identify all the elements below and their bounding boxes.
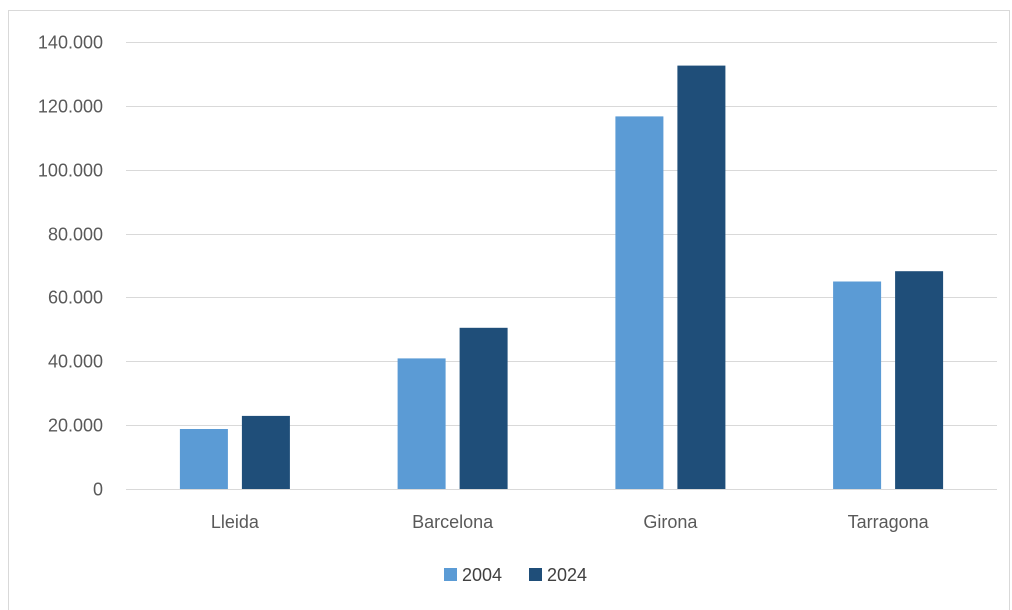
legend-label: 2004 xyxy=(462,565,502,585)
bar-girona-2024 xyxy=(677,65,726,489)
y-tick-label: 140.000 xyxy=(38,33,103,53)
bar-barcelona-2024 xyxy=(459,327,508,489)
y-axis-ticks: 0 20.000 40.000 60.000 80.000 100.000 120.000 1… xyxy=(38,33,103,500)
bar-lleida-2024 xyxy=(241,415,290,489)
x-category-label: Girona xyxy=(643,512,698,532)
bar-tarragona-2024 xyxy=(895,271,944,489)
y-tick-label: 0 xyxy=(93,480,103,500)
x-category-label: Lleida xyxy=(211,512,260,532)
x-axis-categories: Lleida Barcelona Girona Tarragona xyxy=(211,512,930,532)
legend-label: 2024 xyxy=(547,565,587,585)
y-tick-label: 60.000 xyxy=(48,288,103,308)
y-tick-label: 120.000 xyxy=(38,97,103,117)
bars xyxy=(179,65,944,490)
y-tick-label: 100.000 xyxy=(38,161,103,181)
bar-girona-2004 xyxy=(615,116,664,490)
legend-swatch-2024 xyxy=(529,568,542,581)
bar-tarragona-2004 xyxy=(833,281,882,489)
bar-barcelona-2004 xyxy=(397,358,446,489)
legend-swatch-2004 xyxy=(444,568,457,581)
legend: 2004 2024 xyxy=(444,565,587,585)
y-tick-label: 40.000 xyxy=(48,352,103,372)
y-tick-label: 80.000 xyxy=(48,225,103,245)
x-category-label: Barcelona xyxy=(412,512,494,532)
y-tick-label: 20.000 xyxy=(48,416,103,436)
x-category-label: Tarragona xyxy=(848,512,930,532)
bar-lleida-2004 xyxy=(179,429,228,489)
